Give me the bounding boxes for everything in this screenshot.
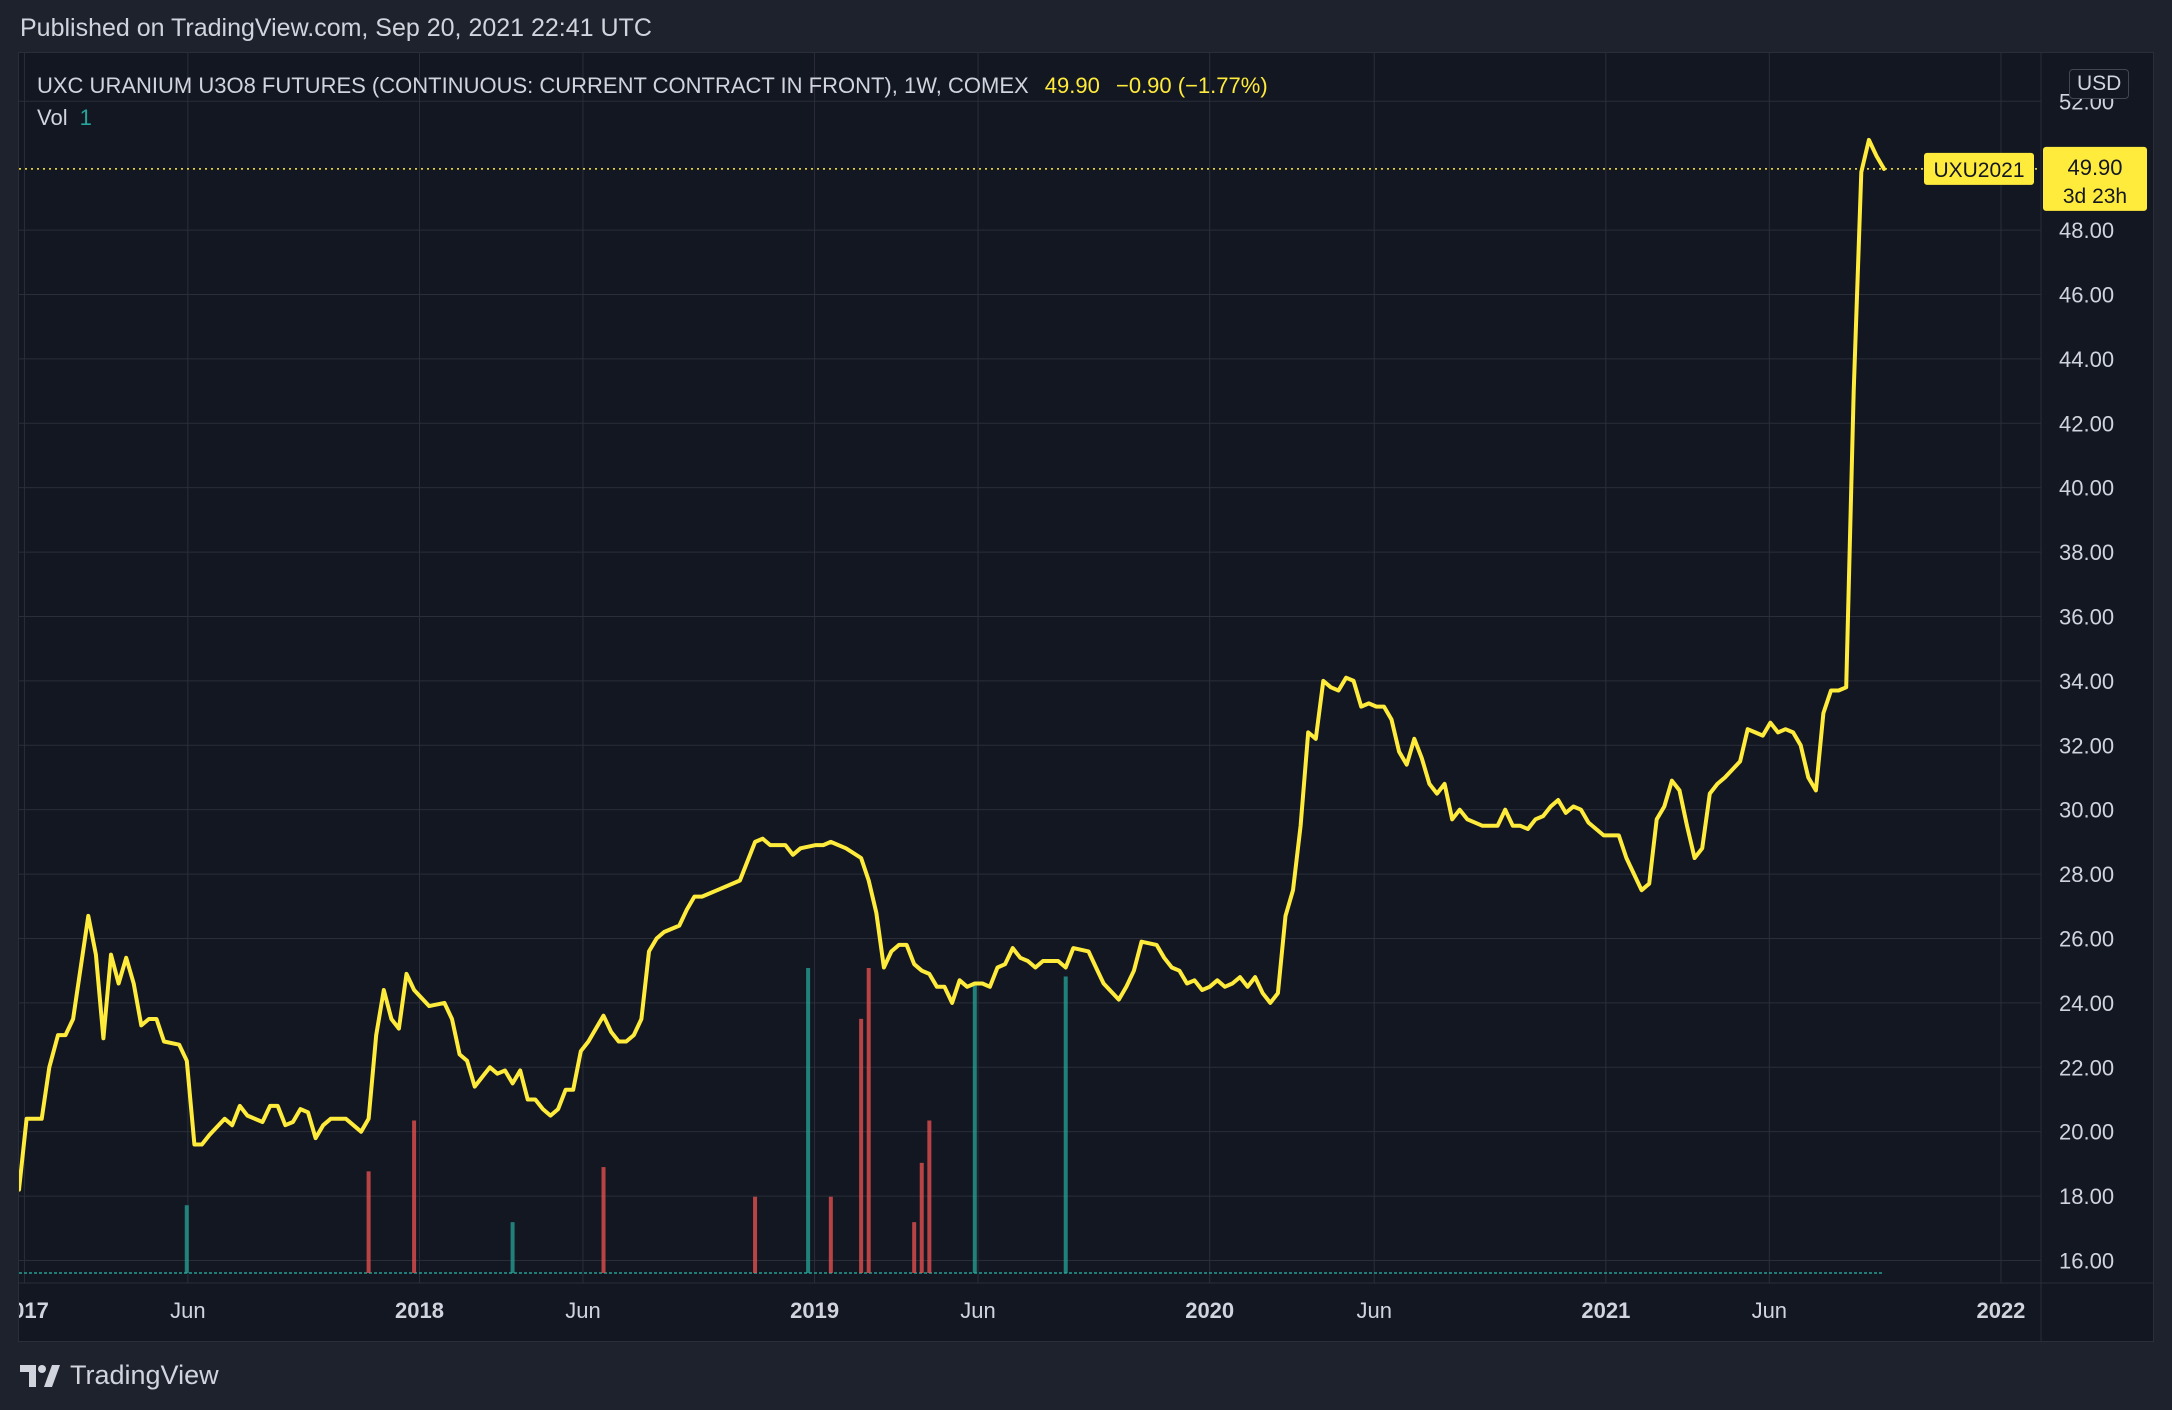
y-tick-label: 24.00 [2059, 991, 2114, 1016]
volume-bar [806, 968, 811, 1273]
x-tick-label: 2021 [1581, 1298, 1630, 1323]
x-tick-label: Jun [170, 1298, 205, 1323]
y-tick-label: 48.00 [2059, 218, 2114, 243]
tradingview-branding[interactable]: TradingView [20, 1360, 219, 1391]
x-tick-label: 2022 [1976, 1298, 2025, 1323]
price-change: −0.90 (−1.77%) [1115, 73, 1268, 98]
y-tick-label: 26.00 [2059, 926, 2114, 951]
tradingview-brand-text: TradingView [70, 1360, 219, 1390]
volume-bar [859, 1018, 864, 1273]
x-tick-label: Jun [1356, 1298, 1391, 1323]
volume-bar [753, 1196, 758, 1273]
volume-bar [412, 1120, 417, 1273]
tradingview-logo-icon [20, 1364, 60, 1387]
volume-label: Vol [37, 105, 68, 130]
x-tick-label: 2020 [1185, 1298, 1234, 1323]
currency-button[interactable]: USD [2069, 69, 2130, 99]
y-tick-label: 36.00 [2059, 604, 2114, 629]
y-tick-label: 46.00 [2059, 282, 2114, 307]
x-tick-label: Jun [1752, 1298, 1787, 1323]
volume-bar [510, 1222, 515, 1273]
y-tick-label: 30.00 [2059, 798, 2114, 823]
volume-bar [366, 1171, 371, 1273]
volume-bars [19, 968, 1885, 1274]
y-tick-label: 16.00 [2059, 1248, 2114, 1273]
y-tick-label: 22.00 [2059, 1055, 2114, 1080]
y-tick-label: 20.00 [2059, 1120, 2114, 1145]
x-tick-label: 2018 [395, 1298, 444, 1323]
volume-legend: Vol 1 [37, 105, 92, 131]
y-tick-label: 18.00 [2059, 1184, 2114, 1209]
x-tick-label: Jun [960, 1298, 995, 1323]
volume-bar [927, 1120, 932, 1273]
symbol-tag-text: UXU2021 [1933, 159, 2024, 182]
y-tick-label: 40.00 [2059, 476, 2114, 501]
volume-bar [184, 1205, 189, 1273]
y-tick-label: 44.00 [2059, 347, 2114, 372]
volume-bar [828, 1196, 833, 1273]
symbol-title: UXC URANIUM U3O8 FUTURES (CONTINUOUS: CU… [37, 73, 1029, 98]
price-series-line [19, 137, 1886, 1192]
price-line-group [19, 137, 2041, 1192]
volume-bar [972, 984, 977, 1273]
price-box-value: 49.90 [2067, 155, 2122, 180]
price-chart[interactable]: 52.0048.0046.0044.0042.0040.0038.0036.00… [19, 53, 2153, 1341]
time-axis: 2017 Jun 2018 Jun 2019 Jun 2020 Jun 2021 Jun 2022 [19, 1298, 2025, 1323]
y-tick-label: 42.00 [2059, 411, 2114, 436]
y-tick-label: 32.00 [2059, 733, 2114, 758]
chart-panel[interactable]: 52.00 48.00 46.00 44.00 42.00 40.00 38.00 36.00… [18, 52, 2154, 1342]
last-price-marker: UXU2021 49.90 3d 23h [1924, 146, 2147, 211]
x-tick-label: 2017 [19, 1298, 49, 1323]
price-axis: 52.0048.0046.0044.0042.0040.0038.0036.00… [2059, 89, 2114, 1273]
volume-bar [601, 1167, 606, 1273]
x-tick-label: Jun [565, 1298, 600, 1323]
symbol-legend: UXC URANIUM U3O8 FUTURES (CONTINUOUS: CU… [37, 73, 1268, 99]
volume-bar [912, 1222, 917, 1273]
y-tick-label: 34.00 [2059, 669, 2114, 694]
published-caption: Published on TradingView.com, Sep 20, 20… [20, 14, 652, 42]
grid-lines [19, 53, 2153, 1341]
last-price-value: 49.90 [1044, 73, 1100, 98]
symbol-tag [1924, 152, 2034, 185]
y-tick-label: 28.00 [2059, 862, 2114, 887]
volume-bar [1063, 976, 1068, 1273]
y-tick-label: 38.00 [2059, 540, 2114, 565]
price-box-countdown: 3d 23h [2063, 185, 2127, 208]
x-tick-label: 2019 [790, 1298, 839, 1323]
price-box [2043, 146, 2147, 211]
volume-bar [919, 1162, 924, 1273]
volume-bar [866, 968, 871, 1273]
volume-value: 1 [79, 105, 92, 130]
